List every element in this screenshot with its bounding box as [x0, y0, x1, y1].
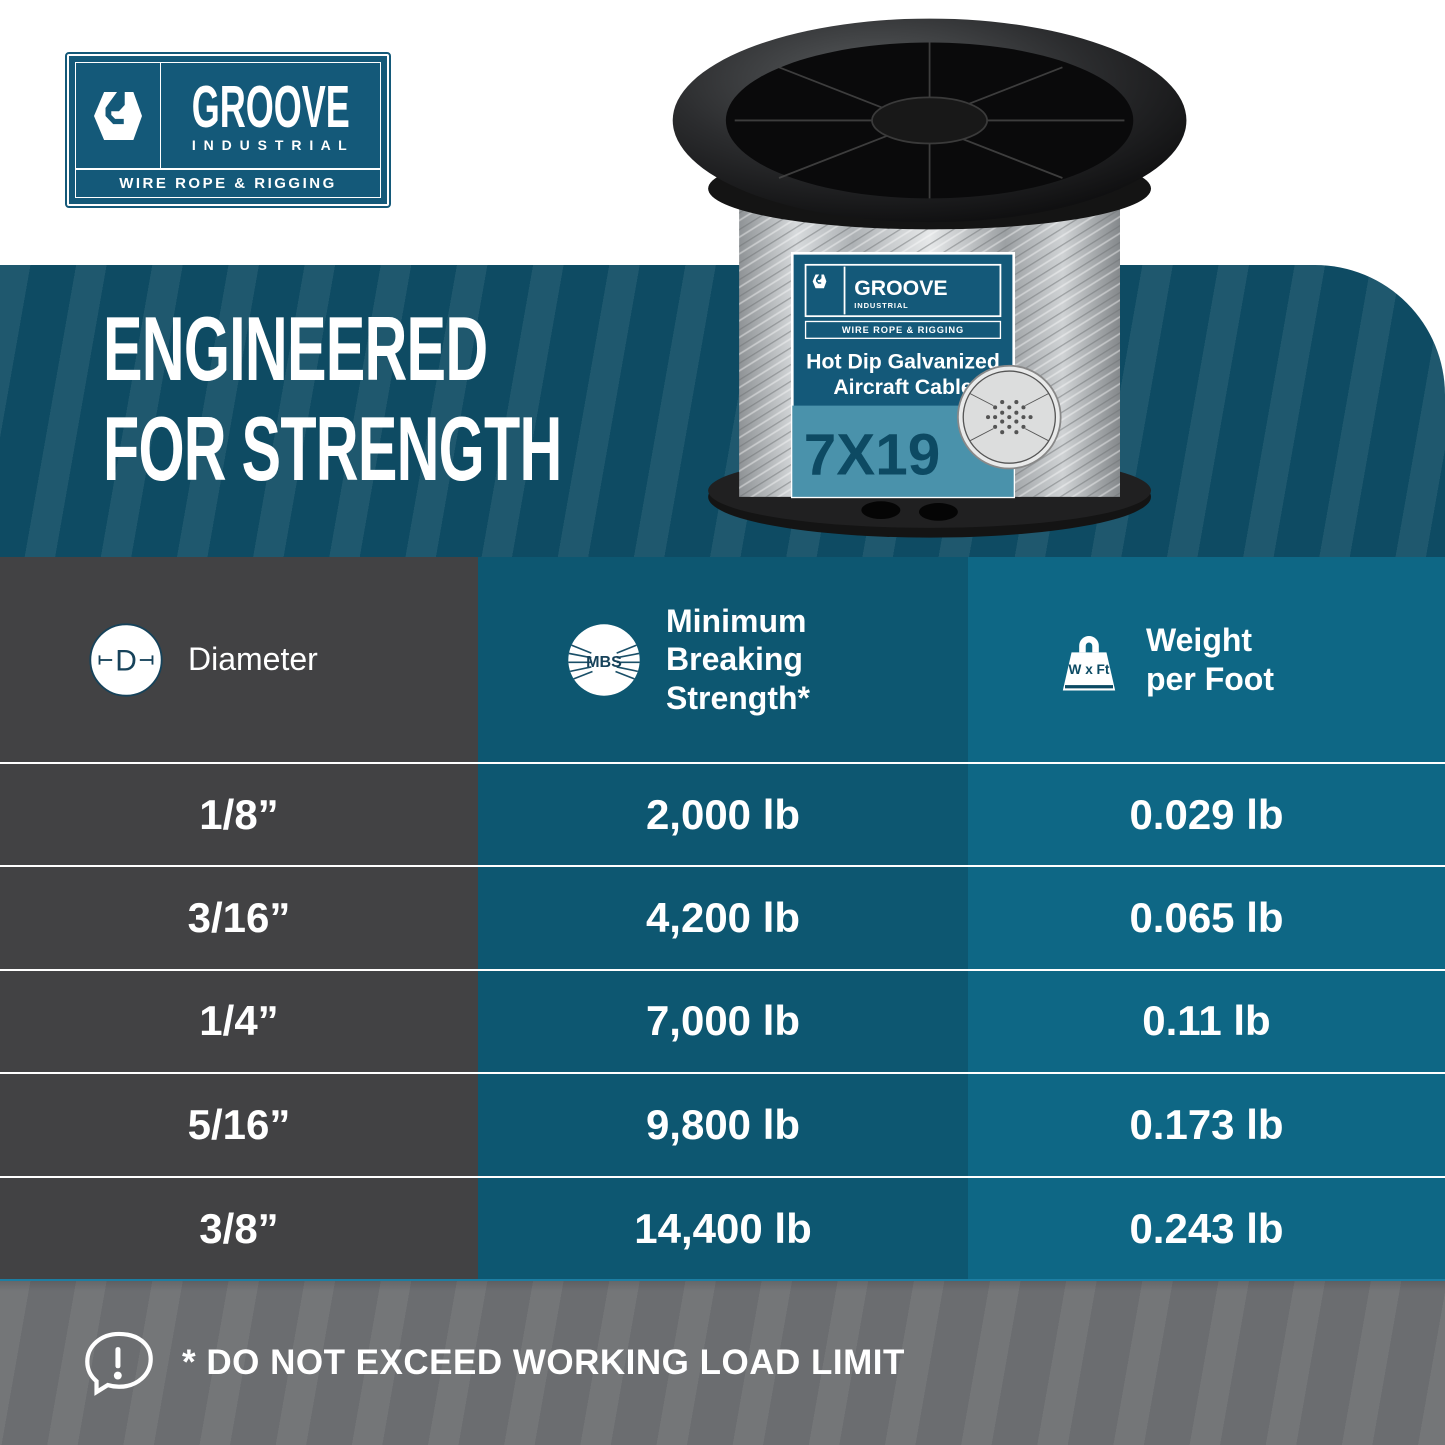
- svg-text:MBS: MBS: [586, 652, 622, 670]
- svg-text:Aircraft Cable: Aircraft Cable: [833, 375, 973, 399]
- svg-text:D: D: [115, 644, 137, 677]
- svg-text:GROOVE: GROOVE: [854, 276, 947, 300]
- svg-text:WIRE ROPE & RIGGING: WIRE ROPE & RIGGING: [842, 325, 964, 335]
- svg-text:W x Ft: W x Ft: [1069, 662, 1110, 677]
- svg-text:Hot Dip Galvanized: Hot Dip Galvanized: [806, 349, 1000, 373]
- svg-text:INDUSTRIAL: INDUSTRIAL: [854, 301, 908, 310]
- svg-text:7X19: 7X19: [804, 423, 940, 488]
